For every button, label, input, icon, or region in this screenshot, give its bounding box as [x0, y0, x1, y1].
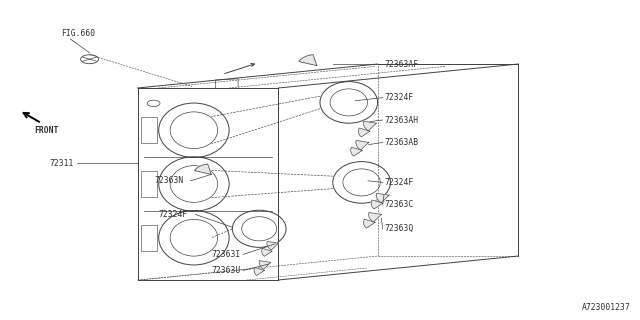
Polygon shape — [259, 261, 271, 269]
Text: 72311: 72311 — [50, 159, 74, 168]
Text: 72363Q: 72363Q — [385, 224, 414, 233]
Text: FRONT: FRONT — [34, 126, 58, 135]
Text: FIG.660: FIG.660 — [61, 29, 95, 38]
Polygon shape — [195, 164, 211, 174]
Polygon shape — [351, 147, 362, 156]
Text: 72363I: 72363I — [211, 250, 241, 259]
Polygon shape — [267, 242, 278, 250]
Polygon shape — [358, 128, 370, 137]
Polygon shape — [254, 268, 264, 276]
Text: 72363AB: 72363AB — [385, 138, 419, 147]
Text: 72363AH: 72363AH — [385, 116, 419, 124]
Polygon shape — [364, 121, 376, 131]
Polygon shape — [369, 212, 381, 222]
Text: 72324F: 72324F — [385, 178, 414, 187]
Polygon shape — [356, 140, 369, 150]
Text: 72363N: 72363N — [155, 176, 184, 185]
Text: 72324F: 72324F — [159, 210, 188, 219]
Bar — [141, 171, 157, 197]
Text: 72324F: 72324F — [385, 93, 414, 102]
Polygon shape — [364, 219, 375, 228]
Bar — [141, 117, 157, 143]
Polygon shape — [371, 200, 383, 209]
Text: A723001237: A723001237 — [582, 303, 630, 312]
Text: 72363U: 72363U — [211, 266, 241, 275]
Bar — [141, 225, 157, 251]
Text: 72363C: 72363C — [385, 200, 414, 209]
Polygon shape — [262, 248, 272, 256]
Text: 72363AF: 72363AF — [385, 60, 419, 68]
Polygon shape — [299, 55, 317, 66]
Polygon shape — [376, 193, 389, 203]
